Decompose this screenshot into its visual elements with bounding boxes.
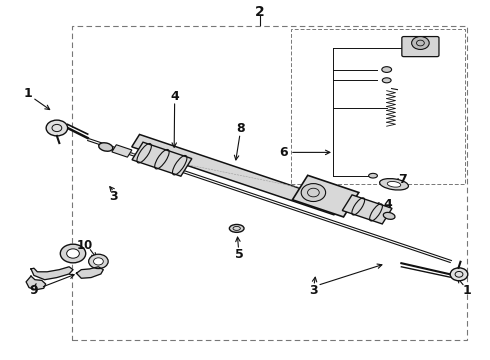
Circle shape bbox=[301, 184, 326, 202]
Circle shape bbox=[60, 244, 86, 263]
Text: 7: 7 bbox=[398, 173, 407, 186]
Ellipse shape bbox=[383, 212, 395, 219]
Polygon shape bbox=[112, 145, 132, 157]
Polygon shape bbox=[132, 142, 192, 176]
Ellipse shape bbox=[229, 225, 244, 232]
Ellipse shape bbox=[368, 174, 377, 178]
Text: 6: 6 bbox=[279, 146, 288, 159]
Text: 2: 2 bbox=[255, 5, 265, 19]
Text: 1: 1 bbox=[463, 284, 472, 297]
Text: 8: 8 bbox=[236, 122, 245, 135]
Bar bbox=[292, 30, 465, 184]
Polygon shape bbox=[132, 134, 342, 215]
Polygon shape bbox=[76, 267, 103, 278]
Text: 3: 3 bbox=[109, 190, 118, 203]
Polygon shape bbox=[343, 195, 392, 224]
Circle shape bbox=[412, 37, 429, 49]
Ellipse shape bbox=[98, 143, 113, 151]
Ellipse shape bbox=[382, 67, 392, 72]
Text: 4: 4 bbox=[383, 198, 392, 211]
Polygon shape bbox=[31, 267, 73, 280]
Text: 4: 4 bbox=[170, 90, 179, 103]
Bar bbox=[72, 26, 467, 339]
Text: 3: 3 bbox=[309, 284, 318, 297]
Circle shape bbox=[67, 249, 79, 258]
Ellipse shape bbox=[382, 78, 391, 83]
Text: 5: 5 bbox=[235, 248, 244, 261]
Circle shape bbox=[46, 120, 68, 136]
Text: 1: 1 bbox=[23, 87, 32, 100]
Polygon shape bbox=[26, 276, 46, 290]
Ellipse shape bbox=[380, 179, 409, 190]
Polygon shape bbox=[293, 175, 359, 217]
Circle shape bbox=[89, 254, 108, 269]
Ellipse shape bbox=[387, 181, 401, 187]
Text: 10: 10 bbox=[76, 239, 93, 252]
Text: 9: 9 bbox=[29, 284, 38, 297]
Circle shape bbox=[450, 268, 468, 281]
FancyBboxPatch shape bbox=[402, 37, 439, 57]
Circle shape bbox=[94, 258, 103, 265]
